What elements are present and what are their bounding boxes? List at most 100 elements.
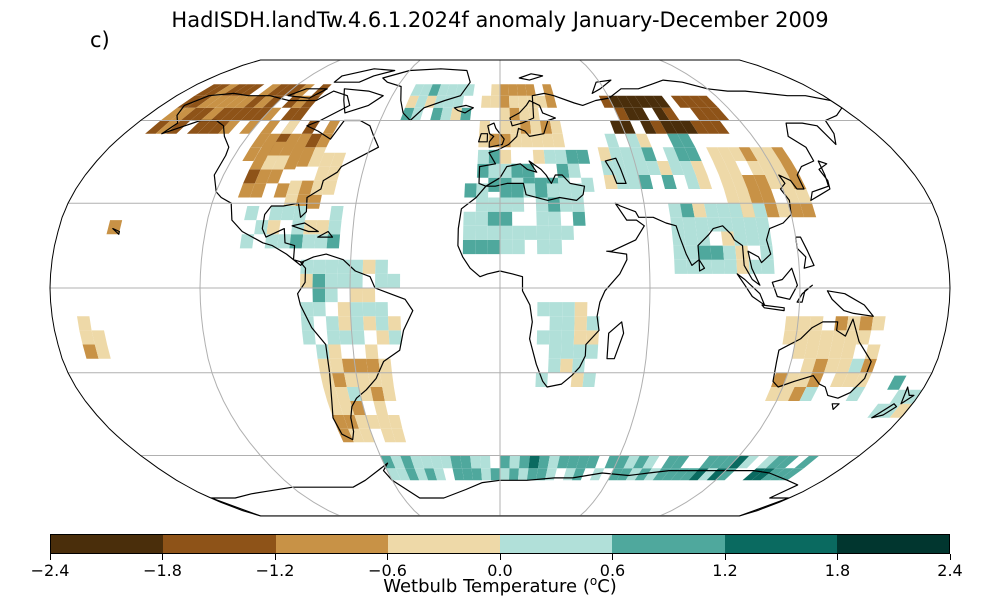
grid-cell — [440, 455, 453, 469]
grid-cell — [430, 455, 443, 469]
grid-cell — [464, 183, 477, 198]
coastline-japan — [810, 160, 831, 201]
grid-cell — [723, 189, 740, 204]
grid-cell — [348, 428, 365, 443]
grid-cell — [812, 358, 829, 373]
grid-cell — [354, 415, 370, 429]
grid-cell — [800, 203, 817, 218]
grid-cell — [450, 455, 462, 469]
grid-cell — [797, 316, 812, 331]
grid-cell — [746, 161, 765, 175]
grid-cell — [709, 120, 730, 134]
grid-cell — [481, 95, 491, 108]
grid-cell — [561, 330, 575, 345]
grid-cell — [764, 203, 780, 218]
grid-cell — [253, 95, 276, 108]
grid-cell — [410, 455, 424, 469]
grid-cell — [836, 358, 853, 373]
grid-cell — [296, 152, 314, 167]
grid-cell — [537, 302, 550, 317]
grid-cell — [747, 189, 764, 204]
grid-cell — [300, 273, 313, 288]
grid-cell — [661, 175, 677, 189]
grid-cell — [682, 217, 697, 232]
grid-cell — [559, 197, 573, 212]
grid-cell — [197, 120, 221, 134]
grid-cell — [757, 161, 777, 175]
grid-cell — [662, 147, 680, 161]
coastline-borneo — [771, 267, 798, 300]
coastline-baffin — [343, 88, 384, 114]
grid-cell — [560, 344, 574, 359]
grid-cell — [488, 177, 500, 192]
grid-cell — [395, 468, 411, 481]
grid-cell — [388, 330, 402, 345]
grid-cell — [280, 120, 301, 134]
grid-cell — [489, 133, 500, 148]
grid-cell — [511, 163, 524, 178]
grid-cell — [311, 84, 332, 96]
colorbar-tick-mark — [612, 554, 613, 560]
grid-cell — [350, 401, 366, 415]
colorbar-swatch — [163, 535, 276, 553]
grid-cell — [380, 455, 396, 469]
grid-cell — [769, 468, 795, 481]
grid-cell — [694, 217, 709, 232]
grid-cell — [380, 428, 396, 443]
grid-cell — [509, 455, 520, 469]
grid-cell — [623, 107, 640, 121]
grid-cell — [524, 225, 537, 240]
colorbar-swatch — [500, 535, 613, 553]
colorbar-tick-mark — [49, 554, 51, 560]
grid-cell — [500, 95, 510, 108]
grid-cell — [487, 197, 500, 212]
grid-cell — [277, 234, 291, 249]
grid-cell — [364, 344, 379, 359]
grid-cell — [518, 95, 529, 108]
grid-cell — [320, 372, 335, 387]
grid-cell — [490, 468, 500, 481]
grid-cell — [755, 217, 771, 232]
grid-cell — [500, 239, 513, 255]
grid-cell — [220, 107, 244, 121]
grid-cell — [871, 316, 886, 331]
grid-cell — [205, 95, 231, 108]
grid-cell — [548, 225, 562, 240]
grid-cell — [388, 316, 401, 331]
grid-cell — [382, 387, 397, 401]
grid-cell — [500, 468, 510, 481]
grid-cell — [307, 152, 325, 167]
grid-cell — [543, 149, 557, 164]
coastline-tasmania — [831, 403, 840, 410]
grid-cell — [440, 107, 453, 121]
grid-cell — [692, 203, 707, 218]
grid-cell — [350, 288, 363, 303]
grid-cell — [632, 107, 650, 121]
robinson-map — [49, 59, 951, 517]
grid-cell — [284, 84, 307, 96]
grid-cell — [697, 468, 719, 481]
grid-cell — [433, 468, 447, 481]
grid-cell — [224, 95, 249, 108]
grid-cell — [806, 330, 822, 345]
grid-cell — [576, 149, 591, 164]
grid-cell — [511, 197, 525, 212]
coastline-ireland — [478, 133, 489, 143]
grid-cell — [722, 245, 737, 260]
grid-cell — [301, 234, 316, 249]
grid-cell — [509, 95, 519, 108]
grid-cell — [479, 120, 490, 134]
grid-cell — [688, 468, 709, 481]
grid-cell — [405, 468, 420, 481]
grid-cell — [388, 415, 403, 429]
grid-cell — [380, 372, 394, 387]
grid-cell — [339, 330, 353, 345]
grid-cell — [312, 273, 326, 288]
grid-cell — [619, 147, 635, 161]
grid-cell — [661, 468, 681, 481]
grid-cell — [350, 259, 364, 274]
grid-cell — [463, 225, 476, 240]
colorbar-swatches — [50, 534, 950, 554]
grid-cell — [341, 358, 356, 373]
grid-cell — [446, 84, 458, 96]
